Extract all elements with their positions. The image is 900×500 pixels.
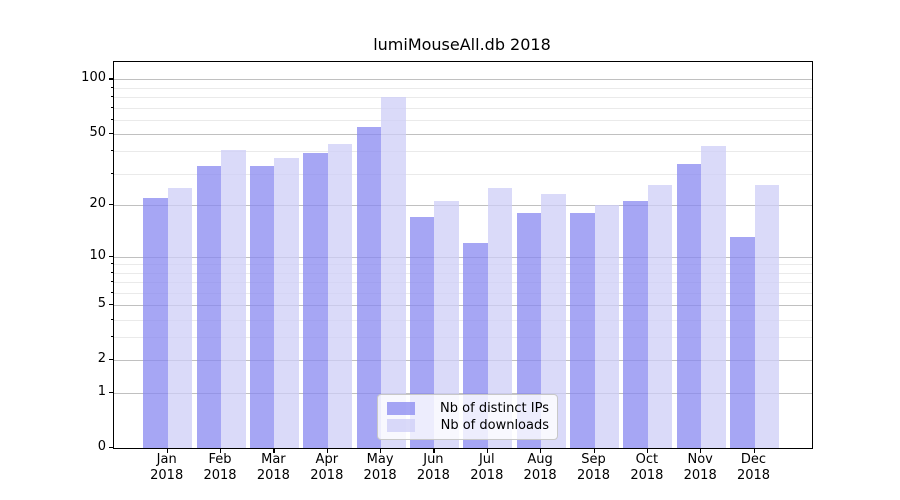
x-tick-mark	[380, 448, 382, 453]
x-tick-mark	[166, 448, 168, 453]
y-minor-tick-mark	[110, 291, 113, 293]
y-gridline-minor	[114, 107, 812, 109]
y-minor-tick-mark	[110, 263, 113, 265]
legend-item-distinct-ips: Nb of distinct IPs	[387, 401, 549, 416]
y-minor-tick-mark	[110, 96, 113, 97]
y-gridline-major	[114, 304, 812, 306]
x-tick-mark	[326, 448, 328, 453]
y-gridline-minor	[114, 119, 812, 121]
bar-downloads	[327, 144, 353, 448]
y-tick-label: 5	[97, 295, 106, 311]
y-gridline-minor	[114, 87, 812, 89]
y-gridline-major	[114, 204, 812, 206]
legend-swatch-downloads	[387, 419, 415, 432]
y-gridline-minor	[114, 319, 812, 321]
y-tick-label: 100	[81, 70, 106, 86]
y-gridline-minor	[114, 97, 812, 98]
x-tick-label: Feb 2018	[203, 452, 237, 483]
y-tick-mark	[108, 447, 113, 449]
y-minor-tick-mark	[110, 280, 113, 282]
x-tick-mark	[593, 448, 595, 453]
y-tick-label: 50	[89, 125, 106, 140]
y-tick-mark	[108, 359, 113, 361]
x-tick-mark	[646, 448, 649, 453]
bar-downloads	[701, 145, 726, 448]
y-minor-tick-mark	[110, 86, 113, 88]
legend-label-distinct-ips: Nb of distinct IPs	[440, 401, 549, 416]
x-tick-mark	[486, 448, 488, 453]
legend-label-downloads: Nb of downloads	[440, 418, 549, 433]
x-tick-label: May 2018	[363, 452, 397, 483]
plot-area	[113, 61, 813, 449]
x-tick-mark	[540, 448, 542, 453]
x-tick-label: Mar 2018	[256, 452, 290, 483]
y-gridline-major	[114, 134, 812, 135]
y-gridline-minor	[114, 272, 812, 274]
y-tick-label: 0	[97, 439, 106, 454]
y-tick-label: 10	[89, 247, 106, 263]
bar-distinct-ips	[676, 164, 702, 448]
x-tick-mark	[433, 448, 435, 453]
y-gridline-minor	[114, 337, 812, 339]
y-gridline-minor	[114, 264, 812, 266]
bar-distinct-ips	[730, 237, 755, 448]
legend: Nb of distinct IPs Nb of downloads	[377, 394, 558, 440]
bar-distinct-ips	[196, 166, 222, 448]
y-gridline-major	[114, 256, 812, 258]
x-tick-label: Aug 2018	[523, 452, 557, 483]
x-tick-mark	[753, 448, 755, 453]
y-tick-mark	[108, 255, 113, 257]
y-gridline-major	[114, 392, 812, 394]
bar-distinct-ips	[249, 166, 275, 448]
y-gridline-minor	[114, 281, 812, 283]
legend-swatch-distinct-ips	[387, 402, 415, 415]
x-tick-label: Apr 2018	[310, 452, 344, 483]
bar-downloads	[221, 149, 246, 448]
bar-downloads	[167, 187, 193, 448]
x-tick-mark	[220, 448, 222, 453]
y-gridline-minor	[114, 173, 812, 175]
y-tick-mark	[108, 391, 113, 393]
y-minor-tick-mark	[110, 172, 113, 174]
x-tick-label: Nov 2018	[683, 452, 717, 483]
bar-distinct-ips	[143, 197, 168, 448]
bar-distinct-ips	[303, 153, 328, 448]
y-minor-tick-mark	[110, 150, 113, 152]
y-tick-label: 20	[89, 195, 106, 211]
y-gridline-major	[114, 360, 812, 362]
y-gridline-minor	[114, 292, 812, 294]
y-tick-mark	[108, 78, 113, 80]
bar-downloads	[274, 157, 299, 448]
x-tick-label: Jan 2018	[150, 452, 184, 483]
x-tick-label: Jun 2018	[416, 452, 450, 483]
y-tick-mark	[108, 303, 113, 306]
y-gridline-major	[114, 79, 812, 81]
bar-distinct-ips	[570, 212, 595, 448]
y-minor-tick-mark	[110, 106, 113, 108]
bar-downloads	[647, 184, 673, 448]
bar-distinct-ips	[623, 201, 648, 448]
y-tick-label: 2	[97, 351, 106, 367]
x-tick-label: Oct 2018	[630, 452, 664, 483]
y-tick-mark	[108, 133, 113, 135]
y-minor-tick-mark	[110, 318, 113, 320]
bar-downloads	[754, 184, 780, 448]
y-minor-tick-mark	[110, 271, 113, 273]
y-tick-label: 1	[97, 383, 106, 399]
legend-item-downloads: Nb of downloads	[387, 418, 549, 433]
x-tick-mark	[700, 448, 702, 453]
x-tick-mark	[273, 448, 275, 453]
x-tick-label: Sep 2018	[576, 452, 611, 483]
bar-downloads	[381, 97, 406, 448]
y-tick-mark	[108, 203, 113, 205]
x-tick-label: Jul 2018	[470, 452, 504, 483]
y-gridline-minor	[114, 151, 812, 153]
chart-title: lumiMouseAll.db 2018	[373, 35, 551, 54]
y-minor-tick-mark	[110, 118, 113, 120]
bar-downloads	[594, 204, 619, 448]
y-minor-tick-mark	[110, 336, 113, 338]
x-tick-label: Dec 2018	[736, 452, 771, 483]
